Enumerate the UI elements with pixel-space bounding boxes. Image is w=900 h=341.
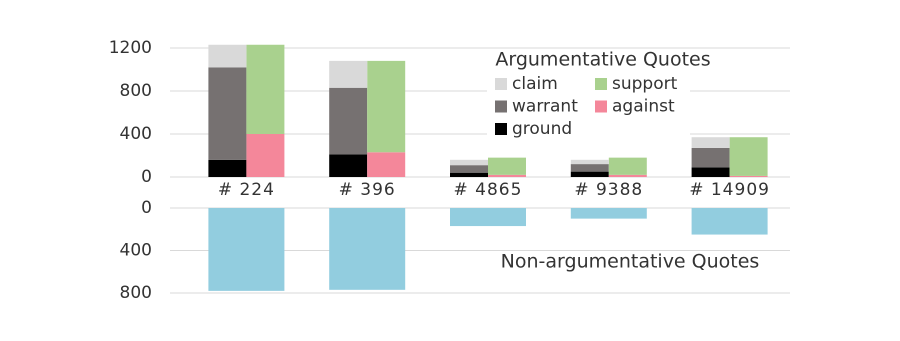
bar-segment	[691, 167, 730, 177]
y-tick-label: 800	[120, 81, 152, 101]
bar-segment	[208, 159, 247, 177]
bar-segment	[691, 137, 730, 148]
bar-segment	[367, 152, 406, 177]
x-tick-label: # 396	[339, 180, 396, 200]
bar-segment	[608, 157, 647, 175]
bar	[570, 208, 647, 219]
legend-swatch	[595, 100, 607, 113]
bar-segment	[729, 137, 768, 176]
bar-segment	[488, 174, 526, 177]
legend-swatch	[495, 100, 507, 113]
legend-label: warrant	[512, 97, 578, 117]
bar-segment	[488, 157, 526, 175]
legend-label: claim	[512, 74, 558, 94]
bar	[450, 208, 526, 227]
bar-segment	[367, 60, 406, 153]
x-tick-label: # 4865	[454, 180, 523, 200]
x-tick-label: # 224	[218, 180, 275, 200]
bar-segment	[729, 175, 768, 177]
legend-label: ground	[512, 119, 572, 139]
bar-segment	[329, 87, 368, 155]
bar	[691, 208, 768, 235]
y-tick-label: 400	[120, 241, 152, 261]
legend-label: against	[612, 97, 675, 117]
bar-segment	[329, 154, 368, 177]
bar	[208, 208, 285, 291]
bar-segment	[208, 44, 247, 68]
legend-swatch	[595, 78, 607, 90]
y-tick-label: 1200	[109, 38, 152, 58]
legend-swatch	[495, 123, 507, 135]
y-tick-label: 0	[141, 198, 152, 218]
x-tick-label: # 9388	[574, 180, 643, 200]
legend-box	[487, 72, 690, 142]
chart-title: Non-argumentative Quotes	[501, 251, 760, 273]
bar-segment	[450, 172, 488, 177]
y-tick-label: 800	[120, 283, 152, 303]
bar	[329, 208, 406, 290]
x-tick-label: # 14909	[689, 180, 770, 200]
bar-segment	[570, 164, 609, 172]
bar-segment	[450, 159, 488, 166]
legend-swatch	[495, 78, 507, 90]
y-tick-label: 0	[141, 167, 152, 187]
bar-segment	[691, 147, 730, 168]
chart-title: Argumentative Quotes	[495, 49, 710, 71]
bar-segment	[329, 60, 368, 88]
bar-segment	[246, 133, 285, 177]
legend-label: support	[612, 74, 678, 94]
bar-segment	[450, 165, 488, 173]
bar-segment	[246, 44, 285, 134]
bar-segment	[608, 174, 647, 177]
bar-segment	[208, 67, 247, 160]
bar-segment	[570, 171, 609, 177]
y-tick-label: 400	[120, 124, 152, 144]
bar-segment	[570, 159, 609, 165]
